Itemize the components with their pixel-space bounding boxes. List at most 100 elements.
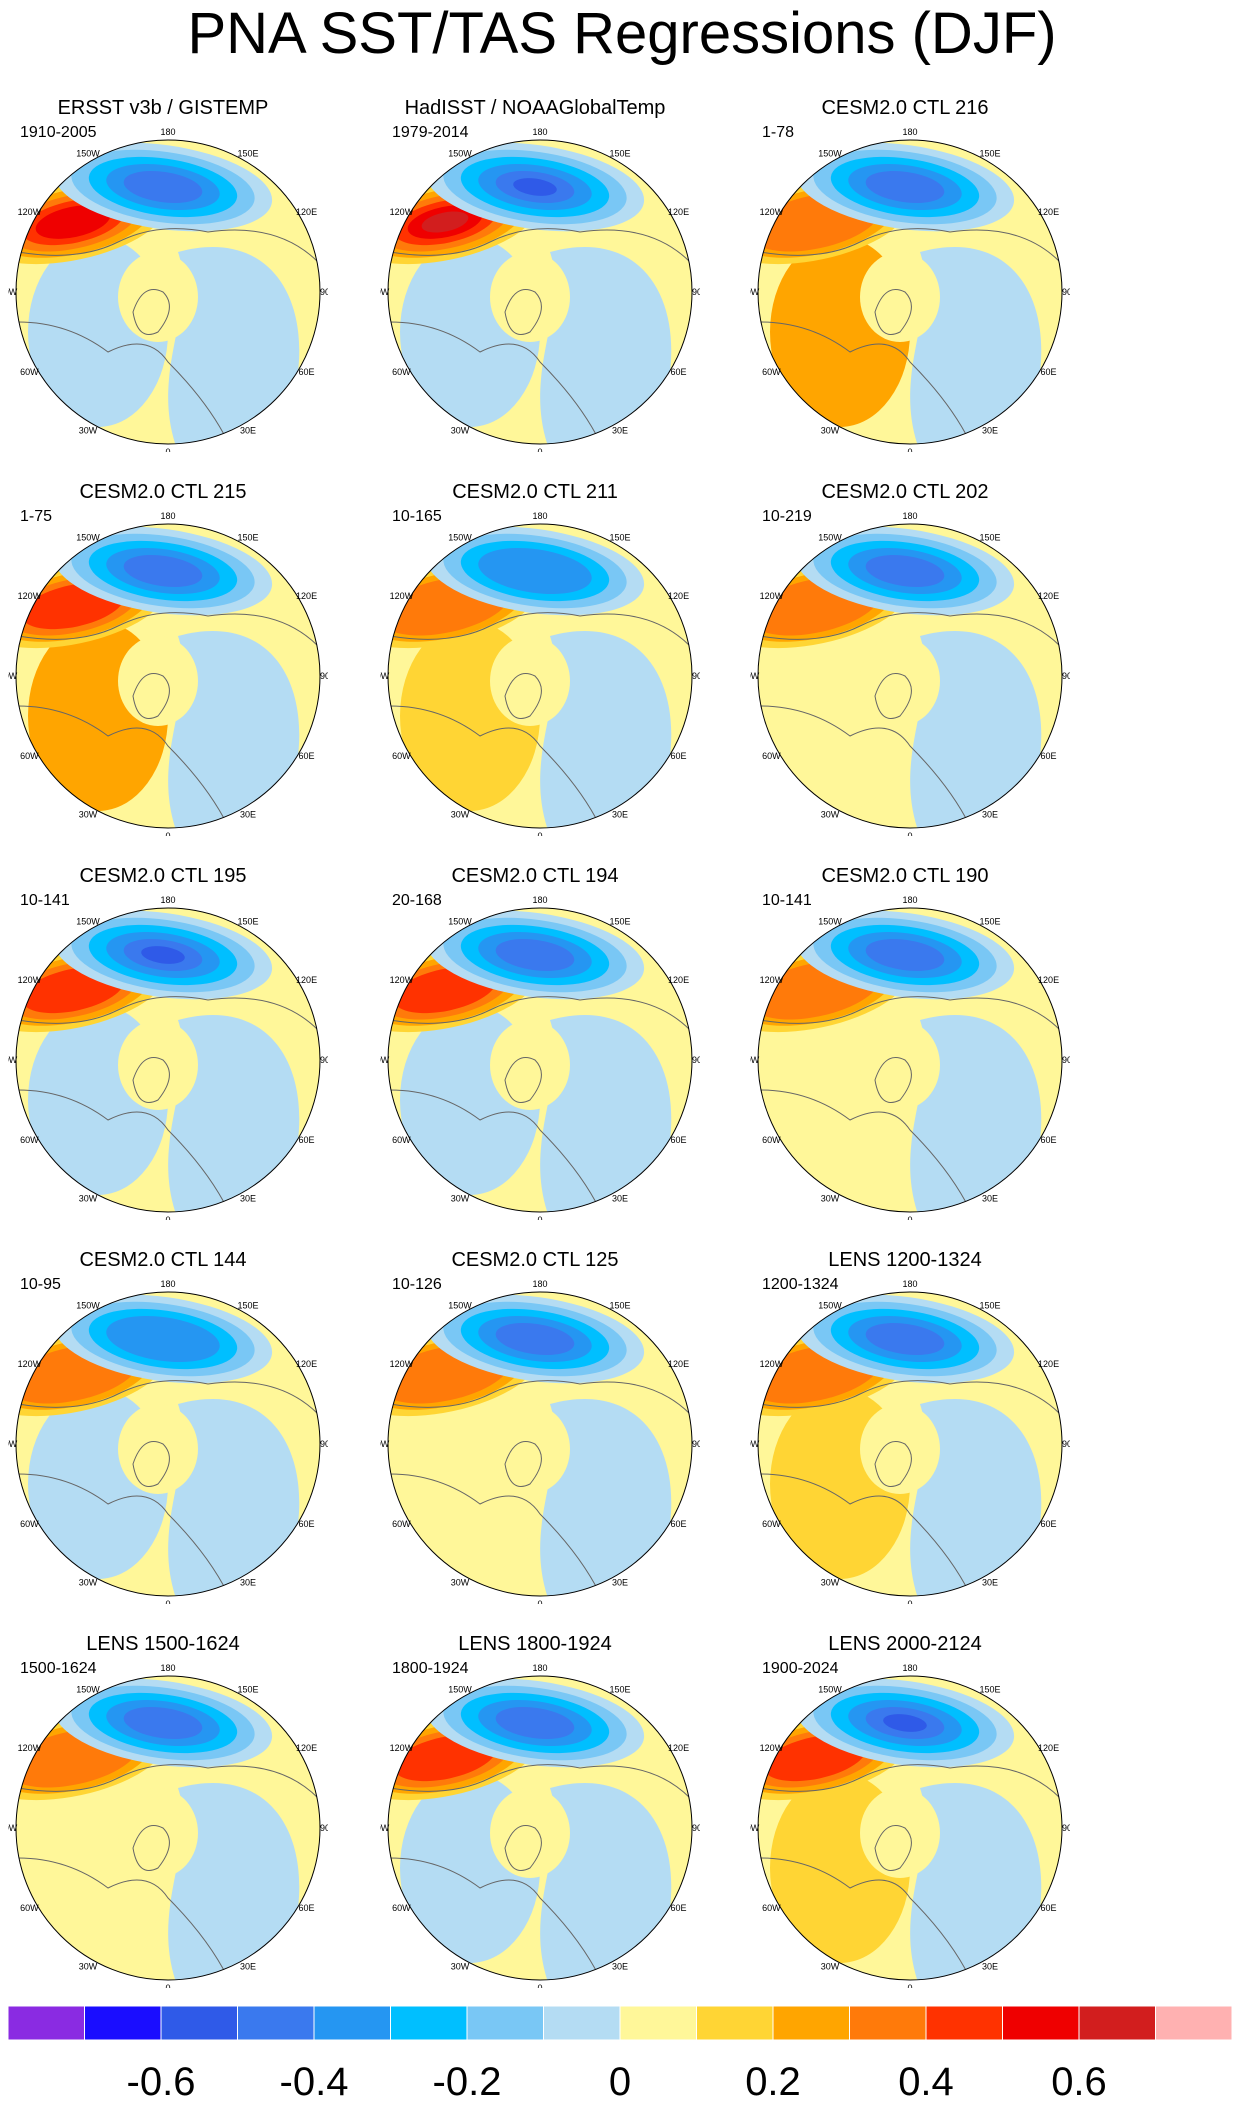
longitude-label: 150E [979,532,1000,542]
pacific-cold-contour [513,178,557,196]
polar-map: 180 150E 120E 90E 60E 30E 0 30W 60W 90W 120W 150W [8,127,328,452]
longitude-label: 150E [609,148,630,158]
longitude-label: 60E [671,1519,687,1529]
longitude-label: 90E [1062,1823,1070,1833]
longitude-label: 90E [320,671,328,681]
longitude-label: 30E [982,810,998,820]
coastline [17,321,229,443]
coastline [759,1380,1061,1415]
longitude-label: 30W [451,1194,470,1204]
longitude-label: 150W [76,1684,100,1694]
longitude-label: 30E [240,810,256,820]
map-panel: CESM2.0 CTL 215 1-75 180 150E 120E 90E 60E 30E 0… [0,480,328,836]
longitude-label: 30E [612,810,628,820]
panel-title: CESM2.0 CTL 211 [452,481,618,503]
coastline [389,1089,601,1211]
longitude-label: 120E [296,975,317,985]
longitude-label: 30E [240,1194,256,1204]
longitude-label: 180 [902,1279,917,1289]
longitude-label: 90W [380,1823,390,1833]
colorbar-box [160,2006,238,2041]
longitude-label: 150W [818,532,842,542]
longitude-label: 0 [537,447,542,452]
coastline [132,1825,170,1871]
panel-period: 1979-2014 [392,124,469,141]
coastline [504,1441,542,1487]
panel-period: 20-168 [392,892,442,909]
coastline [132,289,170,335]
longitude-label: 90E [1062,1055,1070,1065]
longitude-label: 60W [392,751,411,761]
longitude-label: 60E [671,751,687,761]
longitude-label: 90E [320,1439,328,1449]
longitude-label: 150W [818,1300,842,1310]
map-border [387,523,693,829]
eurasia-anomaly [168,1399,300,1596]
panel-title: LENS 1500-1624 [86,1633,240,1655]
longitude-label: 0 [165,1983,170,1988]
longitude-label: 120W [390,1743,414,1753]
panel-title: LENS 2000-2124 [828,1633,982,1655]
polar-map: 180 150E 120E 90E 60E 30E 0 30W 60W 90W 120W 150W [750,1663,1070,1988]
longitude-label: 60E [299,1519,315,1529]
panel-period: 1-78 [762,124,795,141]
longitude-label: 90W [380,1055,390,1065]
longitude-label: 0 [165,447,170,452]
polar-map: 180 150E 120E 90E 60E 30E 0 30W 60W 90W 120W 150W [8,1663,328,1988]
longitude-label: 150W [448,916,472,926]
map-panel: ERSST v3b / GISTEMP 1910-2005 180 150E 120E 9… [0,96,328,452]
longitude-label: 120W [390,1359,414,1369]
longitude-label: 60W [392,1519,411,1529]
longitude-label: 30E [982,1962,998,1972]
arctic-anomaly [118,1020,198,1110]
longitude-label: 150W [448,1684,472,1694]
pacific-cold-contour [495,939,575,971]
panel-title: CESM2.0 CTL 216 [821,97,989,119]
longitude-label: 150W [76,532,100,542]
coastline [17,228,319,263]
longitude-label: 0 [165,1599,170,1604]
longitude-label: 30W [451,1962,470,1972]
longitude-label: 90W [8,287,18,297]
longitude-label: 180 [902,127,917,137]
longitude-label: 120E [668,591,689,601]
pacific-cold-contour [865,1323,945,1355]
map-border [387,139,693,445]
panel-title: CESM2.0 CTL 144 [79,1249,247,1271]
coastline [759,996,1061,1031]
colorbar-tick-label: 0.6 [1051,2060,1107,2104]
colorbar-box [84,2006,162,2041]
map-border [15,1675,321,1981]
longitude-label: 30W [79,426,98,436]
longitude-label: 30E [982,1578,998,1588]
coastline [759,321,971,443]
longitude-label: 120E [668,975,689,985]
colorbar-strip [8,2006,1232,2041]
pacific-cold-contour [865,939,945,971]
arctic-anomaly [860,1020,940,1110]
longitude-label: 150E [979,916,1000,926]
arctic-anomaly [118,252,198,342]
map-panel: CESM2.0 CTL 190 10-141 180 150E 120E 90E 60E 30… [740,864,1070,1220]
longitude-label: 150E [609,1684,630,1694]
longitude-label: 120W [390,591,414,601]
longitude-label: 90W [750,287,760,297]
panel-period: 10-165 [392,508,442,525]
coastline [759,1473,971,1595]
longitude-label: 0 [907,831,912,836]
longitude-label: 60W [392,1903,411,1913]
polar-map: 180 150E 120E 90E 60E 30E 0 30W 60W 90W 120W 150W [750,127,1070,452]
colorbar-box [237,2006,315,2041]
longitude-label: 120E [296,1359,317,1369]
longitude-label: 30W [79,1962,98,1972]
coastline [389,321,601,443]
longitude-label: 60E [299,1903,315,1913]
coastline [759,1089,971,1211]
polar-map: 180 150E 120E 90E 60E 30E 0 30W 60W 90W 120W 150W [750,511,1070,836]
longitude-label: 180 [902,895,917,905]
longitude-label: 30W [79,1578,98,1588]
longitude-label: 30W [821,1578,840,1588]
longitude-label: 60E [671,367,687,377]
longitude-label: 90W [380,671,390,681]
longitude-label: 150E [237,532,258,542]
